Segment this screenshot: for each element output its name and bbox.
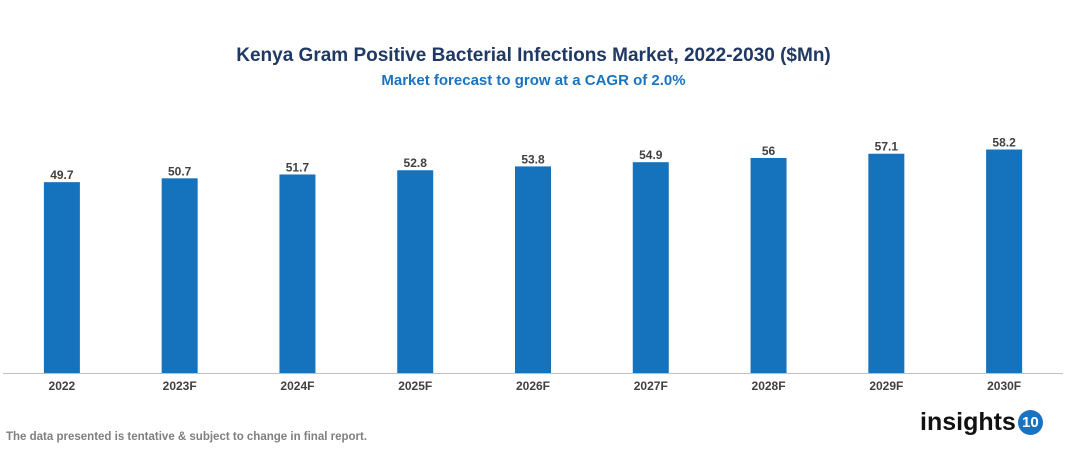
data-label-2026F: 53.8 (521, 152, 545, 166)
data-label-2025F: 52.8 (404, 156, 428, 170)
data-label-2028F: 56 (762, 144, 776, 158)
x-tick-label-2029F: 2029F (869, 379, 903, 393)
chart-title: Kenya Gram Positive Bacterial Infections… (236, 45, 831, 66)
disclaimer-note: The data presented is tentative & subjec… (6, 431, 368, 443)
bar-2028F (750, 157, 787, 373)
x-tick-label-2022: 2022 (49, 379, 76, 393)
x-tick-label-2026F: 2026F (516, 379, 550, 393)
bar-2030F (986, 149, 1023, 373)
x-tick-label-2030F: 2030F (987, 379, 1021, 393)
data-label-2029F: 57.1 (875, 140, 899, 154)
x-tick-label-2024F: 2024F (280, 379, 314, 393)
logo-badge: 10 (1017, 410, 1043, 435)
x-tick-label-2023F: 2023F (163, 379, 197, 393)
data-label-2030F: 58.2 (992, 136, 1016, 150)
bar-2022 (43, 182, 80, 373)
chart-subtitle: Market forecast to grow at a CAGR of 2.0… (381, 72, 686, 89)
bar-2023F (161, 178, 198, 373)
data-label-2027F: 54.9 (639, 148, 663, 162)
bar-2024F (279, 174, 316, 373)
data-label-2023F: 50.7 (168, 164, 192, 178)
data-label-2022: 49.7 (50, 168, 74, 182)
x-tick-label-2028F: 2028F (752, 379, 786, 393)
x-tick-label-2027F: 2027F (634, 379, 668, 393)
logo-text: insights (920, 408, 1016, 436)
bar-2025F (397, 170, 434, 373)
insights10-logo: insights 10 (920, 408, 1043, 437)
bar-2027F (632, 162, 669, 373)
data-label-2024F: 51.7 (286, 160, 310, 174)
x-tick-label-2025F: 2025F (398, 379, 432, 393)
bar-2029F (868, 153, 905, 373)
bar-2026F (515, 166, 551, 373)
